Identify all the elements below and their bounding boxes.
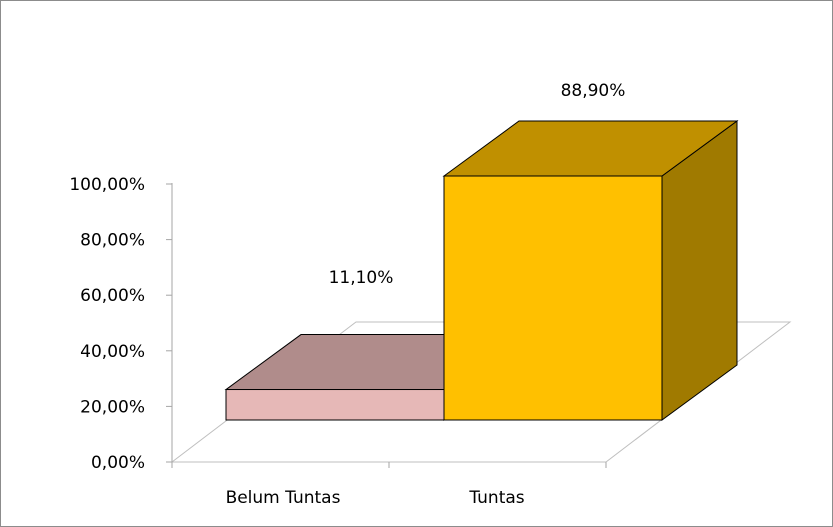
data-label: 11,10% (329, 268, 394, 288)
bar-tuntas (442, 120, 739, 421)
data-labels: 11,10% Belum Tuntas 88,90% Tuntas (226, 81, 626, 508)
y-tick-label: 20,00% (80, 397, 145, 417)
x-category-label: Belum Tuntas (226, 488, 341, 508)
data-label: 88,90% (561, 81, 626, 101)
bars (224, 120, 739, 421)
x-category-label: Tuntas (468, 488, 524, 508)
y-tick-label: 60,00% (80, 286, 145, 306)
bar-front-face (443, 175, 663, 421)
bar-front-face (225, 389, 445, 421)
y-axis: 0,00% 20,00% 40,00% 60,00% 80,00% 100,00% (69, 175, 607, 473)
y-tick-label: 0,00% (91, 453, 145, 473)
y-tick-label: 100,00% (69, 175, 145, 195)
y-tick-label: 40,00% (80, 342, 145, 362)
y-tick-label: 80,00% (80, 231, 145, 251)
